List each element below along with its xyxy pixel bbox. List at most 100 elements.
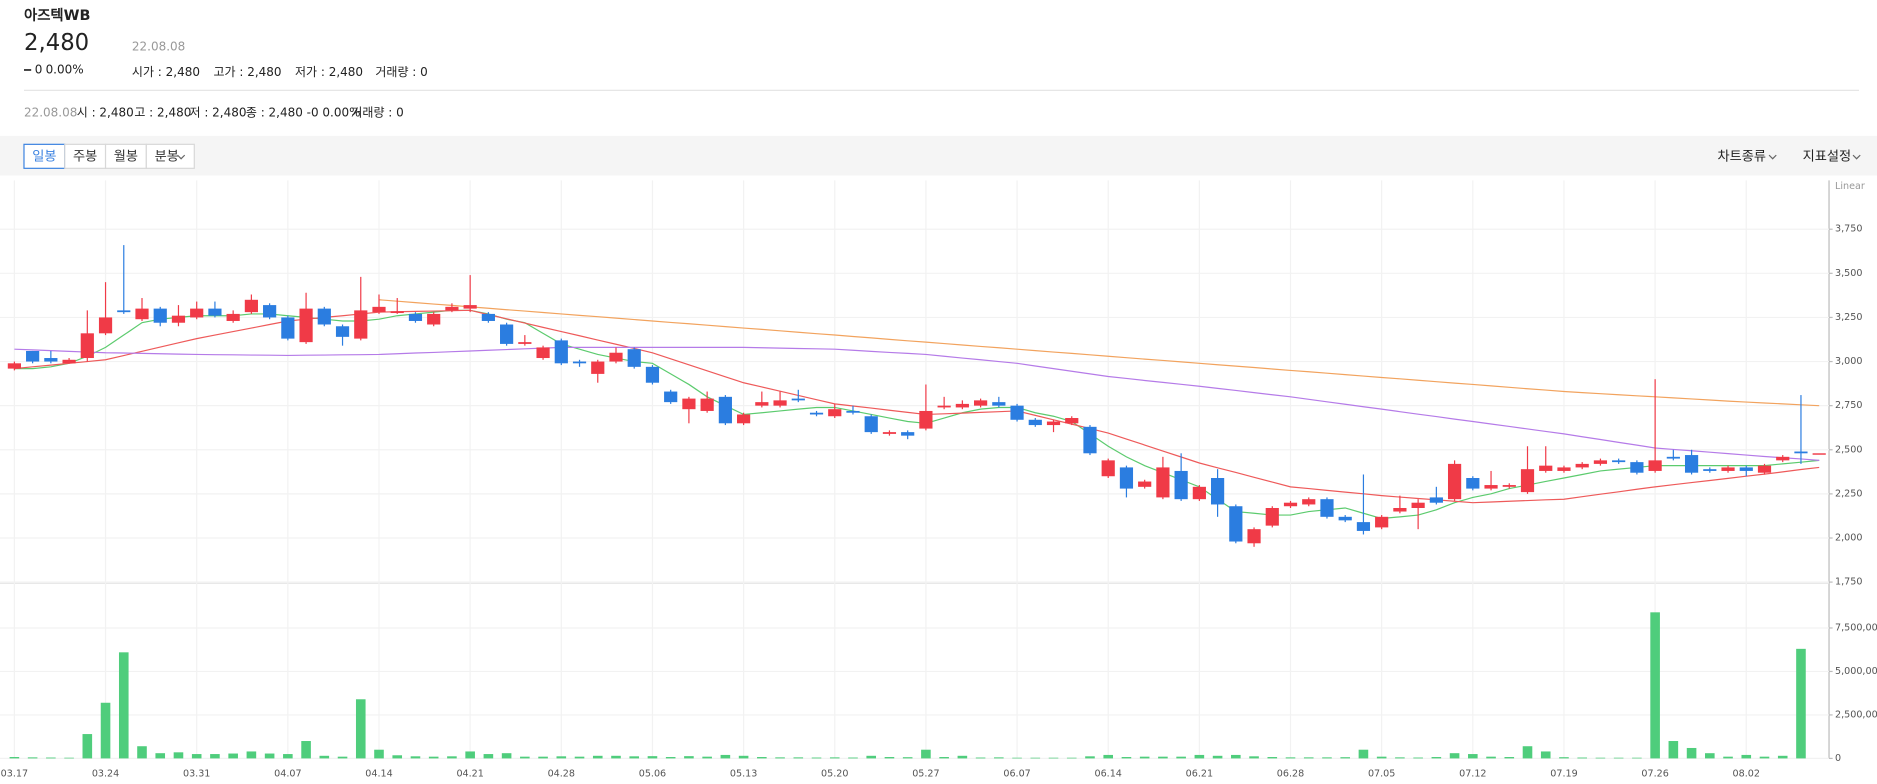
volume-bar bbox=[137, 746, 147, 759]
info-item: 종 : 2,480 -0 0.00% bbox=[246, 106, 361, 120]
candle-body bbox=[244, 299, 258, 313]
y-tick-label: 2,500 bbox=[1835, 444, 1862, 455]
volume-bar bbox=[173, 752, 184, 759]
candle-body bbox=[1648, 460, 1662, 471]
volume-bar bbox=[264, 753, 275, 759]
chevron bbox=[1852, 154, 1861, 160]
candle-body bbox=[1666, 456, 1680, 459]
candle-body bbox=[1630, 462, 1644, 473]
volume-bar bbox=[921, 749, 931, 759]
candle-body bbox=[263, 305, 277, 318]
candle-body bbox=[98, 317, 113, 334]
volume-bar bbox=[155, 753, 166, 759]
x-tick-label: 06.28 bbox=[1277, 768, 1304, 779]
volume-bar bbox=[1303, 757, 1314, 759]
candle-body bbox=[773, 400, 787, 406]
volume-bar bbox=[337, 756, 348, 759]
x-tick-label: 08.02 bbox=[1733, 768, 1760, 779]
candle-body bbox=[80, 333, 94, 359]
candle-body bbox=[1484, 485, 1498, 489]
candle-body bbox=[1083, 426, 1097, 454]
volume-bar bbox=[319, 755, 330, 759]
x-tick-label: 06.21 bbox=[1186, 768, 1213, 779]
volume-bar bbox=[520, 756, 530, 759]
current-price: 2,480 bbox=[24, 30, 89, 56]
volume-bar bbox=[1449, 753, 1460, 759]
candle-body bbox=[992, 402, 1006, 406]
volume-bar bbox=[283, 754, 293, 759]
volume-bar bbox=[1668, 741, 1679, 759]
volume-bar bbox=[483, 754, 494, 759]
x-tick-label: 07.26 bbox=[1641, 768, 1668, 779]
volume-bar bbox=[1540, 751, 1551, 759]
candle-body bbox=[937, 405, 951, 408]
period-button[interactable] bbox=[145, 143, 195, 169]
candle-body bbox=[1283, 502, 1298, 507]
candle-body bbox=[682, 398, 696, 410]
volume-bar bbox=[355, 699, 366, 759]
volume-bar bbox=[1158, 756, 1168, 759]
candle-body bbox=[791, 398, 805, 401]
volume-bar bbox=[1431, 757, 1442, 759]
period-label: 분봉 bbox=[155, 148, 179, 164]
candle-body bbox=[1466, 477, 1480, 489]
candle-body bbox=[1575, 463, 1589, 468]
volume-bar bbox=[848, 757, 858, 759]
volume-bar bbox=[1705, 753, 1715, 759]
volume-bar bbox=[465, 751, 475, 759]
volume-bar bbox=[1340, 757, 1351, 759]
candle-body bbox=[1557, 467, 1571, 471]
volume-bar bbox=[1413, 757, 1423, 759]
period-label: 주봉 bbox=[73, 148, 97, 164]
candle-body bbox=[1447, 463, 1462, 500]
volume-bar bbox=[1012, 757, 1022, 759]
volume-bar bbox=[757, 757, 767, 759]
candle-body bbox=[1302, 499, 1316, 505]
volume-bar bbox=[1632, 757, 1642, 759]
x-tick-label: 04.14 bbox=[365, 768, 392, 779]
candle-body bbox=[1338, 516, 1352, 521]
info-item: 저 : 2,480 bbox=[189, 106, 246, 120]
volume-bar bbox=[1522, 746, 1533, 759]
chart-type-button[interactable]: 차트종류 bbox=[1717, 148, 1766, 164]
indicator-button[interactable]: 지표설정 bbox=[1803, 148, 1852, 164]
info-item: 시 : 2,480 bbox=[77, 106, 134, 120]
candle-body bbox=[208, 308, 222, 316]
volume-bar bbox=[1741, 754, 1752, 759]
candle-body bbox=[1411, 502, 1425, 508]
volume-bar bbox=[1231, 754, 1241, 759]
volume-bar bbox=[1559, 757, 1569, 759]
volume-bar bbox=[975, 757, 986, 759]
candle-body bbox=[1010, 405, 1024, 420]
volume-bar bbox=[82, 734, 93, 759]
candle-body bbox=[317, 308, 331, 325]
x-tick-label: 06.07 bbox=[1003, 768, 1030, 779]
candle-body bbox=[1101, 460, 1115, 477]
candle-body bbox=[62, 359, 76, 364]
y-tick-label: 2,750 bbox=[1835, 400, 1862, 411]
candle-body bbox=[500, 324, 514, 344]
volume-bar bbox=[100, 702, 111, 759]
candle-body bbox=[335, 326, 350, 337]
candle-body bbox=[846, 410, 860, 413]
quote-stat: 거래량 : 0 bbox=[375, 65, 427, 79]
candle-body bbox=[591, 361, 605, 374]
x-tick-label: 04.07 bbox=[274, 768, 301, 779]
candle-body bbox=[572, 361, 587, 364]
volume-bar bbox=[684, 756, 694, 759]
candle-body bbox=[809, 412, 824, 415]
candle-body bbox=[1794, 451, 1808, 454]
candle-body bbox=[554, 340, 568, 364]
volume-bar bbox=[447, 756, 457, 759]
y-tick-label: 3,000 bbox=[1835, 356, 1862, 367]
candle-body bbox=[1174, 470, 1188, 500]
candle-body bbox=[1265, 507, 1279, 526]
candle-body bbox=[828, 409, 842, 417]
candle-body bbox=[1210, 477, 1225, 505]
x-tick-label: 04.28 bbox=[548, 768, 575, 779]
volume-bar bbox=[720, 754, 731, 759]
volume-bar bbox=[210, 754, 220, 759]
volume-bar bbox=[957, 755, 968, 759]
volume-bar bbox=[1103, 754, 1114, 759]
